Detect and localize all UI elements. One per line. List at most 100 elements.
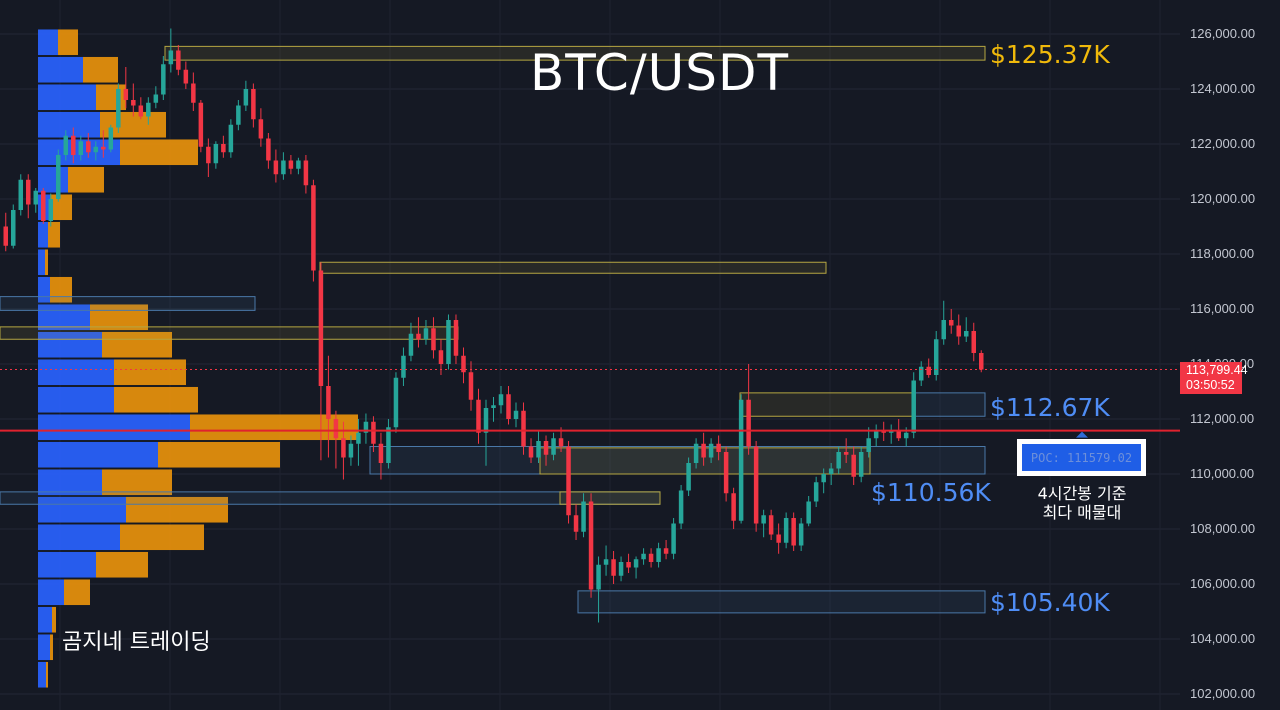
candle-body xyxy=(438,350,444,364)
candle-body xyxy=(423,328,429,340)
candle-body xyxy=(476,399,481,433)
candle-body xyxy=(71,135,76,155)
candle-body xyxy=(318,270,324,386)
price-zones xyxy=(0,45,986,614)
volume-profile-sell xyxy=(102,469,172,496)
candle-body xyxy=(731,493,736,521)
candle-body xyxy=(288,160,294,169)
candle-body xyxy=(131,100,136,106)
candle-body xyxy=(633,559,639,568)
volume-profile-sell xyxy=(50,194,72,221)
volume-profile-sell xyxy=(50,634,53,661)
candle-body xyxy=(326,386,331,419)
candle-body xyxy=(596,564,601,590)
candle-body xyxy=(536,441,541,458)
axis-tick-label: 106,000.00 xyxy=(1190,576,1255,591)
candle-body xyxy=(431,328,436,351)
candle-body xyxy=(311,185,316,271)
candle-body xyxy=(866,438,871,452)
candle-body xyxy=(393,377,399,428)
zone-support xyxy=(369,446,986,475)
candle-body xyxy=(213,144,219,164)
volume-profile-sell xyxy=(190,414,358,441)
candle-body xyxy=(671,523,676,554)
candle-body xyxy=(933,339,939,375)
zone-support xyxy=(0,296,256,311)
candle-body xyxy=(33,190,39,205)
volume-profile-sell xyxy=(114,386,198,413)
candle-body xyxy=(408,333,414,356)
candle-body xyxy=(41,190,46,221)
candle-body xyxy=(198,102,204,147)
candle-body xyxy=(93,146,99,153)
candle-body xyxy=(641,553,646,560)
zone-resistance xyxy=(739,392,916,417)
candle-body xyxy=(416,333,421,340)
candle-body xyxy=(746,399,751,447)
axis-tick-label: 122,000.00 xyxy=(1190,136,1255,151)
current-price: 113,799.44 xyxy=(1186,363,1248,377)
volume-profile-sell xyxy=(64,579,90,606)
candle-body xyxy=(941,320,946,340)
candle-body xyxy=(948,320,954,326)
axis-tick-label: 110,000.00 xyxy=(1190,466,1254,481)
candle-body xyxy=(686,463,691,491)
candle-body xyxy=(813,482,819,502)
candle-body xyxy=(911,380,916,433)
candle-body xyxy=(48,199,54,221)
candle-body xyxy=(221,144,226,153)
candle-body xyxy=(663,548,669,554)
volume-profile-buy xyxy=(38,249,45,276)
volume-profile-buy xyxy=(38,111,100,138)
candle-body xyxy=(183,69,189,84)
candle-body xyxy=(56,155,61,199)
volume-profile-sell xyxy=(114,359,186,386)
candle-body xyxy=(678,490,684,524)
candle-body xyxy=(266,138,271,161)
chart-title: BTC/USDT xyxy=(530,44,790,102)
axis-tick-label: 124,000.00 xyxy=(1190,81,1255,96)
candle-body xyxy=(768,515,774,535)
axis-tick-label: 126,000.00 xyxy=(1190,26,1255,41)
watermark-text: 곰지네 트레이딩 xyxy=(62,630,211,655)
candle-body xyxy=(821,474,826,483)
candle-body xyxy=(228,124,234,153)
candle-body xyxy=(611,559,616,576)
candle-body xyxy=(753,446,759,524)
candle-body xyxy=(588,501,594,590)
candle-body xyxy=(251,89,256,120)
candle-body xyxy=(513,410,519,419)
candle-body xyxy=(693,443,699,463)
candle-body xyxy=(851,454,856,477)
candle-body xyxy=(146,102,151,117)
axis-tick-label: 112,000.00 xyxy=(1190,411,1254,426)
candle-body xyxy=(168,50,174,65)
candle-body xyxy=(708,443,714,458)
candle-body xyxy=(236,105,241,125)
price-axis[interactable]: 102,000.00 104,000.00 106,000.00 108,000.00… xyxy=(1190,26,1255,701)
level-label-110k: $110.56K xyxy=(871,478,991,507)
candle-body xyxy=(971,331,976,353)
axis-tick-label: 108,000.00 xyxy=(1190,521,1255,536)
candle-body xyxy=(858,452,864,477)
candle-body xyxy=(701,443,706,458)
poc-label: POC: 111579.02 xyxy=(1022,444,1141,471)
candle-body xyxy=(566,446,571,516)
candle-body xyxy=(401,355,406,378)
candle-body xyxy=(108,127,114,150)
candle-body xyxy=(116,89,121,128)
volume-profile-buy xyxy=(38,84,96,111)
candle-body xyxy=(573,515,579,532)
candle-body xyxy=(191,83,196,103)
candle-body xyxy=(798,523,804,546)
candle-body xyxy=(926,366,931,375)
candle-body xyxy=(918,366,924,381)
volume-profile-sell xyxy=(52,606,56,633)
volume-profile-buy xyxy=(38,441,158,468)
poc-note-line-1: 4시간봉 기준 xyxy=(1037,484,1127,503)
volume-profile-buy xyxy=(38,496,126,523)
volume-profile-buy xyxy=(38,29,58,56)
volume-profile-buy xyxy=(38,414,190,441)
candle-body xyxy=(206,146,211,164)
